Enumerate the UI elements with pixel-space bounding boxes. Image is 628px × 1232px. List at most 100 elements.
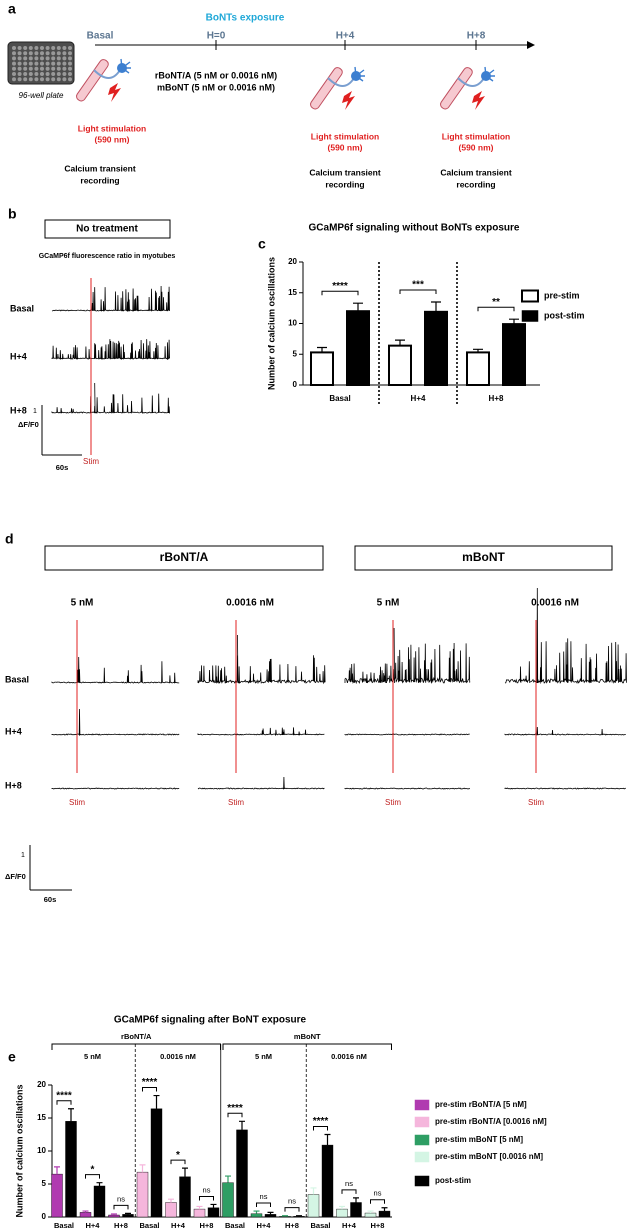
x-tick-label: H+8	[371, 1221, 385, 1230]
significance-bracket	[370, 1199, 385, 1204]
legend-label: pre-stim mBoNT [0.0016 nM]	[435, 1152, 543, 1161]
label: mBoNT	[294, 1032, 321, 1041]
label: 5 nM	[71, 598, 94, 609]
label: 96-well plate	[19, 91, 64, 100]
x-tick-label: Basal	[310, 1221, 330, 1230]
dendrites	[120, 58, 131, 74]
myotube	[76, 59, 109, 102]
well	[62, 56, 67, 61]
error-bar	[395, 339, 405, 346]
significance-bracket	[170, 1159, 186, 1165]
significance: ****	[332, 281, 348, 292]
error-bar	[310, 1187, 317, 1195]
x-tick-label: Basal	[225, 1221, 245, 1230]
well	[56, 56, 61, 61]
well	[12, 61, 16, 66]
error-bar	[139, 1164, 146, 1173]
x-tick-label: H+4	[171, 1221, 186, 1230]
x-tick-label: Basal	[329, 394, 350, 403]
significance: ns	[117, 1194, 125, 1203]
box	[44, 219, 171, 239]
chart-title: GCaMP6f signaling after BoNT exposure	[114, 1015, 307, 1026]
well	[34, 72, 39, 76]
label: recording	[80, 175, 119, 185]
error-bar	[196, 1205, 203, 1210]
well	[45, 66, 50, 71]
calcium-trace	[51, 285, 170, 312]
label: (590 nm)	[328, 142, 363, 152]
calcium-trace	[51, 787, 180, 790]
bar	[236, 1129, 248, 1218]
error-bar	[381, 1207, 388, 1212]
y-tick-label: 20	[288, 257, 297, 266]
label: 5 nM	[84, 1052, 101, 1061]
light-bolt	[108, 83, 121, 102]
well	[68, 46, 72, 50]
axon	[457, 77, 485, 87]
error-bar	[339, 1205, 345, 1210]
label: Calcium transient	[440, 167, 511, 177]
error-bar	[353, 1197, 359, 1203]
label: Stim	[228, 798, 244, 807]
well	[40, 72, 44, 76]
bar	[350, 1202, 362, 1218]
label: 0.0016 nM	[160, 1052, 196, 1061]
legend-label: pre-stim	[544, 290, 580, 300]
well	[12, 77, 16, 82]
well	[12, 56, 16, 61]
y-tick-label: 20	[37, 1080, 46, 1089]
bar	[250, 1213, 263, 1218]
well	[56, 51, 61, 56]
legend-swatch	[414, 1175, 430, 1187]
significance: ****	[56, 1090, 72, 1101]
label: Basal	[10, 303, 34, 313]
well	[17, 61, 22, 66]
box	[354, 545, 613, 571]
significance: **	[492, 297, 500, 308]
error-bar	[282, 1215, 288, 1217]
label: Light stimulation	[442, 131, 510, 141]
bar	[307, 1194, 320, 1218]
timepoint: H=0	[207, 31, 226, 42]
well	[56, 77, 61, 82]
significance-bracket	[256, 1202, 271, 1208]
label: H+4	[10, 351, 27, 361]
bar	[193, 1208, 206, 1218]
bar	[79, 1212, 92, 1218]
label: Calcium transient	[309, 167, 380, 177]
well	[17, 66, 22, 71]
bar	[424, 310, 448, 386]
x-tick-label: H+4	[342, 1221, 357, 1230]
calcium-trace	[504, 726, 626, 736]
label: H+8	[5, 780, 22, 790]
calcium-trace	[51, 382, 170, 415]
label: Light stimulation	[311, 131, 379, 141]
error-bar	[253, 1210, 260, 1214]
significance: ***	[412, 280, 424, 291]
well	[17, 51, 22, 56]
significance: ****	[313, 1116, 329, 1127]
label: mBoNT	[462, 550, 505, 564]
group-bracket	[222, 1043, 392, 1050]
x-tick-label: H+8	[285, 1221, 299, 1230]
calcium-trace	[344, 787, 471, 790]
light-bolt	[472, 91, 485, 110]
label: No treatment	[76, 224, 138, 235]
label: GCaMP6f fluorescence ratio in myotubes	[39, 253, 176, 260]
cell-illustration	[310, 66, 365, 110]
x-tick-label: Basal	[54, 1221, 74, 1230]
label: 1	[33, 408, 37, 415]
bar	[65, 1121, 77, 1218]
well	[40, 77, 44, 82]
well	[45, 46, 50, 50]
x-tick-label: H+4	[86, 1221, 101, 1230]
myotube	[440, 67, 473, 110]
calcium-trace	[344, 733, 470, 736]
error-bar	[431, 301, 441, 312]
calcium-trace	[197, 634, 326, 685]
well	[34, 77, 39, 82]
error-bar	[182, 1167, 188, 1177]
bar	[207, 1207, 220, 1218]
myotube	[310, 67, 343, 110]
